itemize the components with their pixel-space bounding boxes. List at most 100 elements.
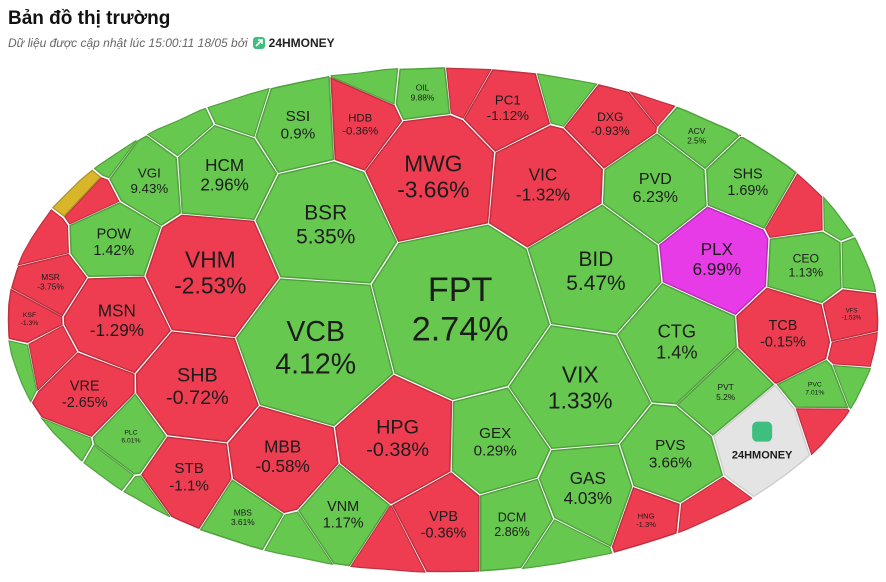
minor-cell <box>841 237 877 293</box>
change-label: -0.15% <box>760 334 806 350</box>
change-label: -1.53% <box>842 315 862 322</box>
change-label: 5.47% <box>566 272 625 295</box>
ticker: MSR <box>41 272 60 282</box>
logo-icon <box>752 421 773 442</box>
minor-cell <box>83 444 135 492</box>
change-label: 3.66% <box>649 454 692 471</box>
stock-cell <box>235 278 394 427</box>
stock-cell <box>527 204 662 334</box>
minor-cell <box>123 475 171 518</box>
watermark: 24HMONEY <box>732 450 793 462</box>
change-label: 1.4% <box>656 343 697 363</box>
ticker: PC1 <box>495 93 521 108</box>
change-label: 7.01% <box>805 389 824 396</box>
stock-cell <box>391 472 480 573</box>
minor-cell <box>330 68 399 105</box>
ticker: FPT <box>428 271 493 309</box>
stock-cell <box>63 276 171 374</box>
ticker: PVT <box>718 382 734 392</box>
ticker: VFS <box>846 308 858 315</box>
ticker: VCB <box>286 316 345 348</box>
stock-cell <box>736 287 831 384</box>
minor-cell <box>823 195 855 241</box>
change-label: 1.13% <box>789 265 824 279</box>
ticker: VNM <box>327 499 359 515</box>
change-label: 6.99% <box>693 260 741 279</box>
ticker: KSF <box>23 312 36 319</box>
stock-cell <box>109 135 182 226</box>
stock-cell <box>619 403 724 503</box>
ticker: VRE <box>70 378 100 394</box>
stock-cell <box>334 374 453 504</box>
ticker: PVS <box>655 437 685 454</box>
ticker: HDB <box>348 113 372 125</box>
stock-cell <box>767 231 842 304</box>
stock-cell <box>776 359 849 409</box>
ticker: CEO <box>793 251 819 265</box>
stock-cell <box>135 331 259 443</box>
ticker: MWG <box>404 150 462 176</box>
ticker: PVD <box>639 171 672 188</box>
ticker: MBB <box>264 437 301 456</box>
minor-cell <box>628 91 676 128</box>
minor-cell <box>64 177 120 225</box>
subtitle: Dữ liệu được cập nhật lúc 15:00:11 18/05… <box>8 36 248 50</box>
stock-cell <box>145 214 280 338</box>
change-label: -0.38% <box>366 439 429 461</box>
stock-cell <box>178 124 278 220</box>
ticker: STB <box>174 460 204 477</box>
change-label: 1.42% <box>93 243 134 259</box>
stock-cell <box>69 202 162 278</box>
change-label: -3.75% <box>37 281 64 291</box>
minor-cell <box>764 173 823 239</box>
change-label: -1.3% <box>21 320 39 327</box>
change-label: -1.12% <box>487 108 529 123</box>
subtitle-row: Dữ liệu được cập nhật lúc 15:00:11 18/05… <box>8 36 335 50</box>
ticker: TCB <box>769 318 798 334</box>
stock-cell <box>330 77 403 171</box>
title: Bản đồ thị trường <box>8 8 171 29</box>
ticker: HNG <box>638 511 655 520</box>
minor-cell <box>93 139 137 179</box>
change-label: -1.32% <box>516 185 570 204</box>
change-label: 5.35% <box>296 225 355 248</box>
stock-cell <box>563 84 658 169</box>
minor-cell <box>678 476 753 534</box>
ticker: BID <box>578 248 613 271</box>
ticker: GAS <box>570 469 606 488</box>
stock-cell <box>298 463 390 567</box>
ticker: PVC <box>808 381 822 388</box>
minor-cell <box>17 209 70 266</box>
minor-cell <box>832 364 872 410</box>
change-label: -0.72% <box>166 387 229 409</box>
change-label: -2.65% <box>62 395 108 411</box>
stock-cell <box>255 75 335 174</box>
brand-icon <box>252 37 265 49</box>
minor-cell <box>51 169 102 218</box>
stock-cell <box>602 133 707 245</box>
minor-cell <box>40 417 93 462</box>
ticker: GEX <box>479 425 511 442</box>
change-label: -0.36% <box>342 126 378 138</box>
ticker: DXG <box>597 110 623 124</box>
ticker: HPG <box>376 416 419 438</box>
stock-cell <box>479 478 554 572</box>
minor-cell <box>446 67 492 119</box>
ticker: PLX <box>701 240 734 259</box>
stock-cell <box>92 393 167 475</box>
minor-cell <box>827 331 878 367</box>
stock-cell <box>463 69 551 152</box>
change-label: -1.29% <box>90 321 144 340</box>
stock-cell <box>371 224 551 401</box>
ticker: VIX <box>562 361 599 387</box>
minor-cell <box>739 134 742 137</box>
stock-cell <box>140 436 232 530</box>
change-label: 5.2% <box>716 392 736 402</box>
change-label: 2.5% <box>687 135 707 145</box>
minor-cell <box>536 73 598 127</box>
change-label: 4.03% <box>564 489 612 508</box>
stock-cell <box>822 289 879 342</box>
change-label: 6.01% <box>121 437 140 444</box>
ticker: CTG <box>658 322 696 342</box>
